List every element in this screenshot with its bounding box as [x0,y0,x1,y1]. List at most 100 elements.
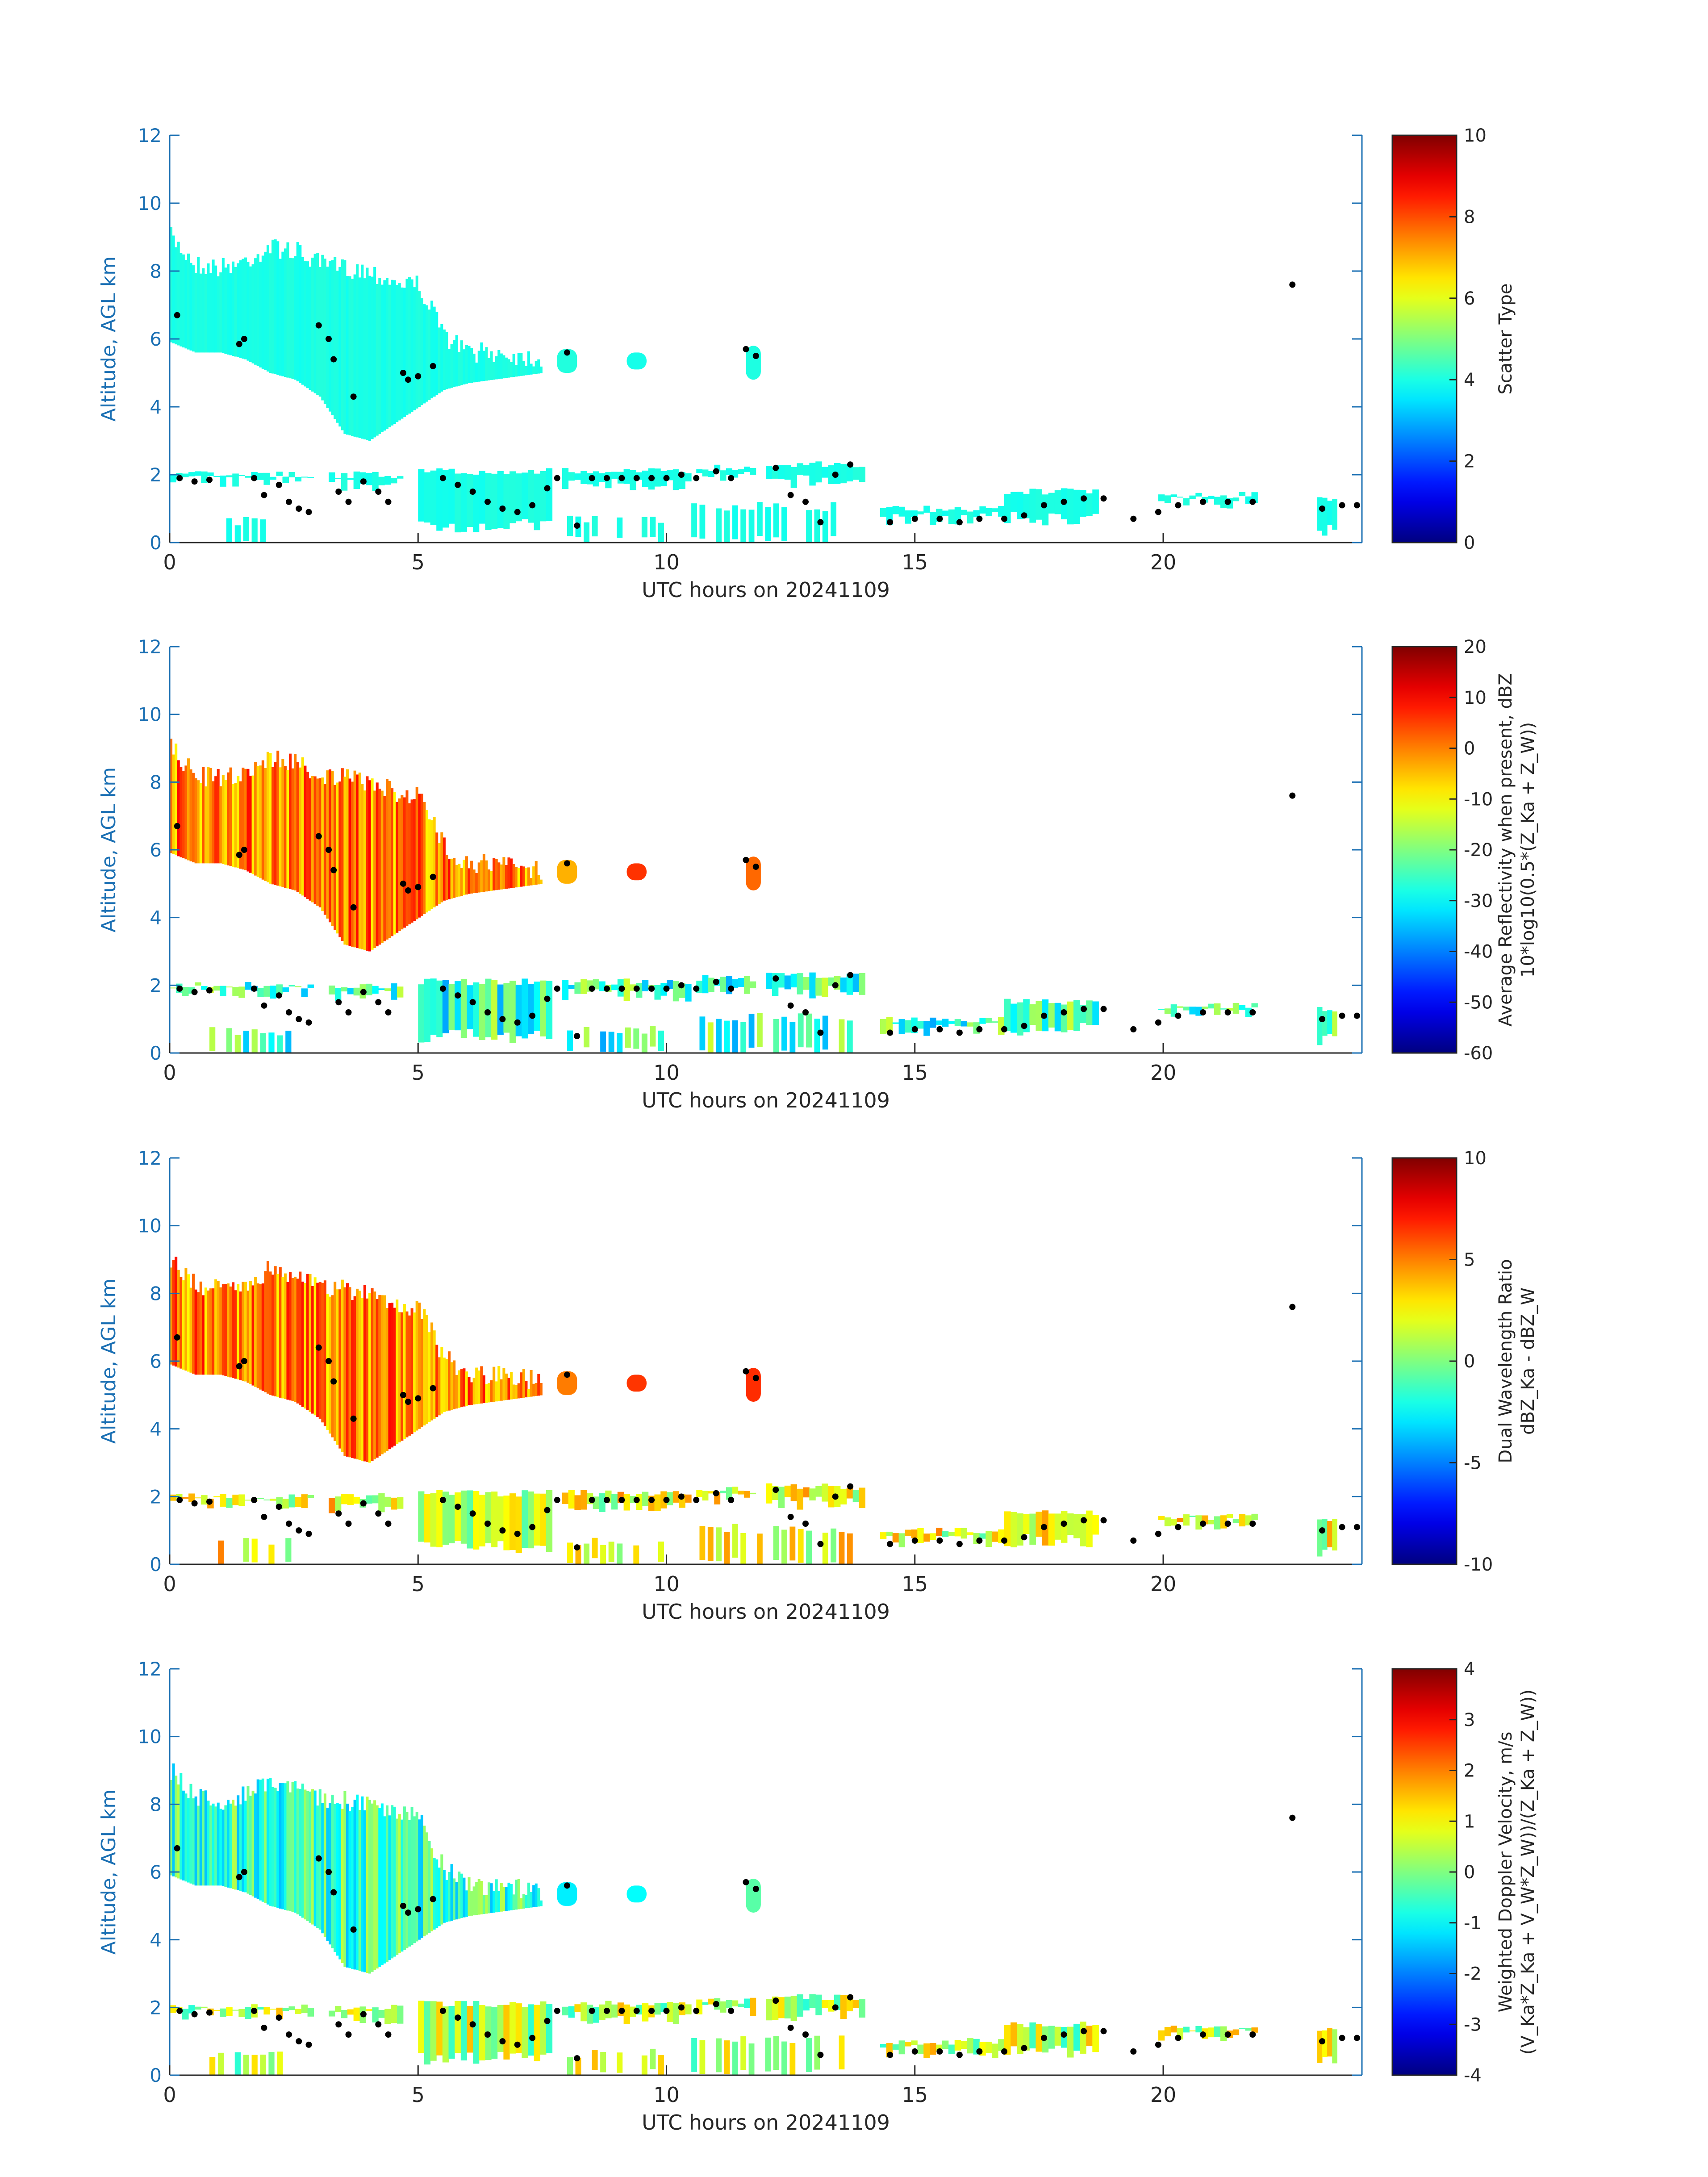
upper-cloud-column [184,1793,188,1882]
upper-cloud-column [358,1291,361,1460]
cloud-base-dot [1175,502,1182,509]
upper-cloud-column [217,276,220,353]
upper-cloud-column [214,1806,217,1886]
lower-cloud-column [809,1488,816,1500]
lower-cloud-column [986,1531,992,1547]
upper-cloud-column [522,361,525,376]
cloud-base-dot [455,992,461,999]
upper-cloud-column [172,235,175,343]
lower-cloud-column [503,1496,510,1550]
lower-cloud-column [353,471,360,489]
upper-cloud-column [202,1295,205,1375]
lower-cloud-column [182,987,189,996]
lower-cloud-column [1011,492,1017,512]
lower-cloud-column [574,982,581,994]
colorbar-tick-label: -20 [1464,840,1493,861]
y-axis-label: Altitude, AGL km [97,256,120,422]
lower-cloud-column [436,2002,443,2056]
upper-cloud-column [251,775,255,874]
upper-cloud-column [361,264,364,439]
upper-cloud-column [485,1384,488,1403]
cloud-base-dot [604,1496,610,1503]
lower-cloud-column [329,985,335,994]
upper-cloud-column [539,879,543,884]
surface-cloud-column [260,2054,266,2075]
cloud-base-dot [911,1537,918,1544]
lower-cloud-column [672,469,680,490]
lower-cloud-column [992,2043,998,2059]
upper-cloud-column [438,1868,441,1926]
surface-cloud-column [814,509,820,543]
y-tick-label: 4 [150,907,162,929]
surface-cloud-column [831,502,837,536]
cloud-base-dot [773,975,779,982]
upper-cloud-column [520,865,523,887]
cloud-base-dot [400,370,406,376]
lower-cloud-column [574,2004,581,2012]
upper-cloud-column [393,792,396,935]
lower-cloud-column [750,1997,756,2016]
upper-cloud-column [170,1267,173,1365]
upper-cloud-column [242,1282,245,1381]
upper-cloud-column [371,1288,374,1461]
lower-cloud-column [384,988,391,991]
upper-cloud-column [202,1791,205,1886]
lower-cloud-column [750,468,756,475]
cloud-base-dot [1081,495,1087,502]
y-tick-label: 12 [138,1658,162,1680]
lower-cloud-column [623,469,630,484]
upper-cloud-column [380,790,384,943]
upper-cloud-column [353,1800,356,1970]
upper-cloud-column [207,1801,210,1886]
lower-cloud-column [840,977,847,993]
upper-cloud-column [232,261,235,356]
surface-cloud-column [209,1027,216,1051]
upper-cloud-column [219,1809,222,1886]
upper-cloud-column [505,865,508,889]
cloud-base-dot [174,312,180,318]
upper-cloud-column [204,1287,207,1375]
lower-cloud-column [1029,1513,1036,1545]
lower-cloud-column [1232,497,1240,501]
upper-cloud-column [321,1283,324,1423]
lower-cloud-column [809,972,816,999]
surface-cloud-column [724,1532,730,1564]
lower-cloud-column [391,478,397,484]
upper-cloud-column [207,263,210,353]
upper-cloud-column [306,1791,309,1921]
upper-cloud-column [430,820,434,909]
upper-cloud-column [256,1283,259,1388]
upper-cloud-column [383,796,386,941]
upper-cloud-column [237,1283,240,1379]
lower-cloud-column [1327,501,1332,525]
upper-cloud-column [232,1282,235,1378]
upper-cloud-column [294,1276,297,1402]
cloud-base-dot [564,1371,570,1378]
surface-cloud-column [789,1526,796,1561]
upper-cloud-column [539,1383,543,1396]
upper-cloud-column [336,1289,339,1445]
colorbar-tick-label: -60 [1464,1043,1493,1064]
lower-cloud-column [1017,492,1023,519]
lower-cloud-column [436,1490,443,1547]
lower-cloud-column [654,985,661,1000]
lower-cloud-column [497,2005,504,2052]
upper-cloud-column [438,843,441,904]
lower-cloud-column [685,473,692,482]
upper-cloud-column [346,769,349,945]
upper-cloud-column [539,1900,543,1906]
cloud-base-dot [1289,1814,1296,1821]
lower-cloud-column [546,981,553,1039]
cloud-base-dot [663,2007,670,2014]
cloud-base-dot [1001,1537,1007,1544]
cloud-base-dot [439,2007,446,2014]
lower-cloud-column [1067,1513,1074,1535]
lower-cloud-column [1251,2027,1258,2033]
cloud-base-dot [174,1845,180,1851]
surface-cloud-column [268,1032,275,1053]
upper-cloud-column [341,259,344,430]
cloud-base-dot [499,2038,506,2045]
upper-cloud-column [433,817,436,907]
cloud-base-dot [335,1510,342,1517]
